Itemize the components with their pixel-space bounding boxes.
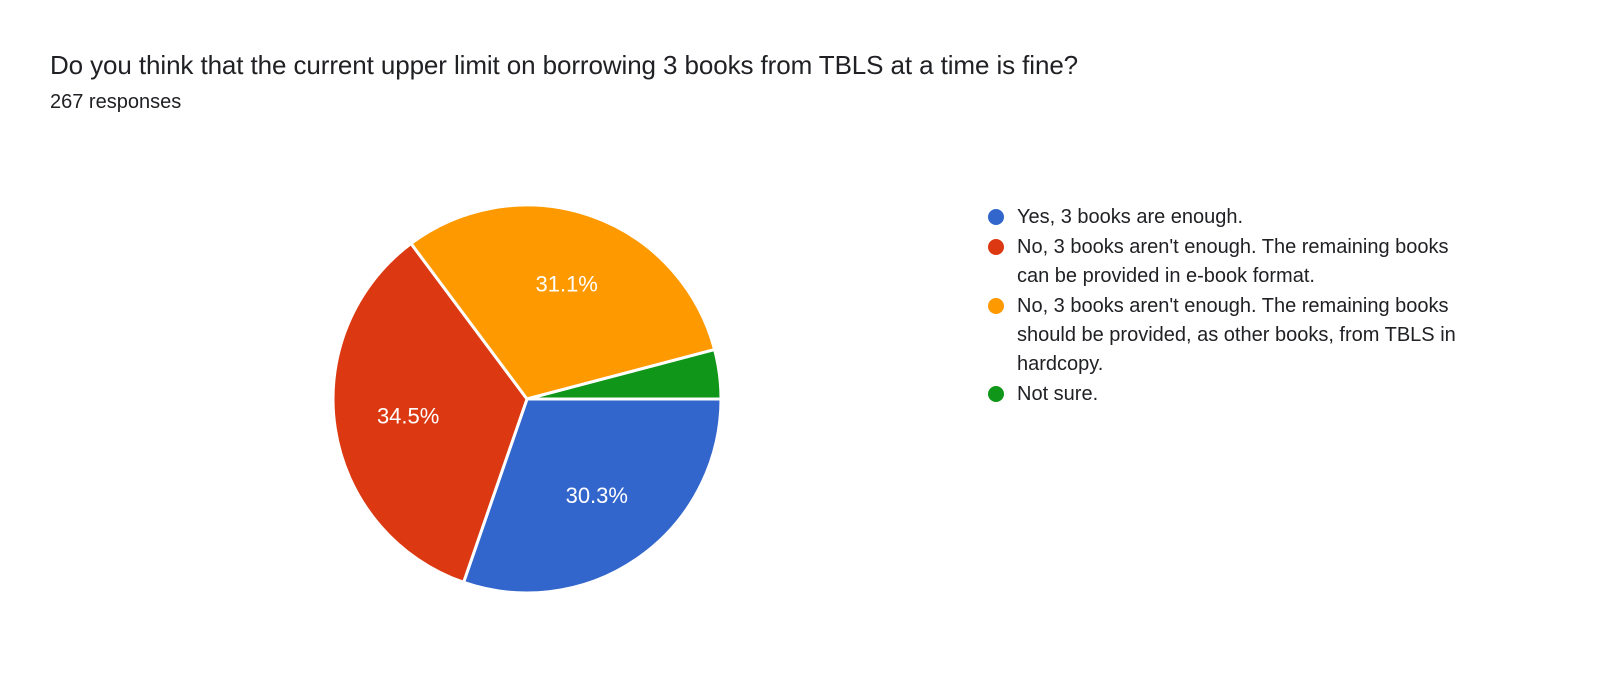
chart-header: Do you think that the current upper limi… — [50, 48, 1510, 116]
circle-marker-red — [988, 239, 1004, 255]
legend-item-label: Yes, 3 books are enough. — [1017, 206, 1244, 228]
pie-slice[interactable] — [462, 397, 723, 595]
legend-item-label: Not sure. — [1017, 383, 1099, 405]
legend-item[interactable]: Yes, 3 books are enough. — [988, 203, 1488, 232]
pie-slice[interactable] — [331, 242, 529, 584]
circle-marker-blue — [988, 209, 1004, 225]
pie-slice[interactable] — [409, 203, 717, 401]
pie-slice-value-label: 31.1% — [535, 271, 597, 296]
circle-marker-orange — [988, 298, 1004, 314]
legend-item-label: No, 3 books aren't enough. The remaining… — [1017, 295, 1456, 375]
response-count-label: 267 responses — [50, 91, 182, 113]
legend-item[interactable]: Not sure. — [988, 380, 1488, 409]
pie-slice-value-label: 34.5% — [377, 403, 439, 428]
circle-marker-green — [988, 386, 1004, 402]
legend-item-label: No, 3 books aren't enough. The remaining… — [1017, 236, 1449, 287]
legend-item[interactable]: No, 3 books aren't enough. The remaining… — [988, 233, 1488, 291]
pie-label-group: 30.3% 34.5% 31.1% — [377, 271, 628, 508]
pie-slice[interactable] — [525, 348, 723, 401]
chart-area: 30.3% 34.5% 31.1% Yes, 3 books are enough.… — [0, 160, 1600, 660]
chart-legend: Yes, 3 books are enough. No, 3 books aren… — [988, 203, 1488, 410]
pie-chart: 30.3% 34.5% 31.1% — [331, 203, 723, 595]
pie-slice-value-label: 30.3% — [566, 483, 628, 508]
legend-item[interactable]: No, 3 books aren't enough. The remaining… — [988, 292, 1488, 379]
pie-chart-svg: 30.3% 34.5% 31.1% — [331, 203, 723, 595]
pie-slice-group — [331, 203, 723, 595]
page-title: Do you think that the current upper limi… — [50, 50, 1079, 80]
